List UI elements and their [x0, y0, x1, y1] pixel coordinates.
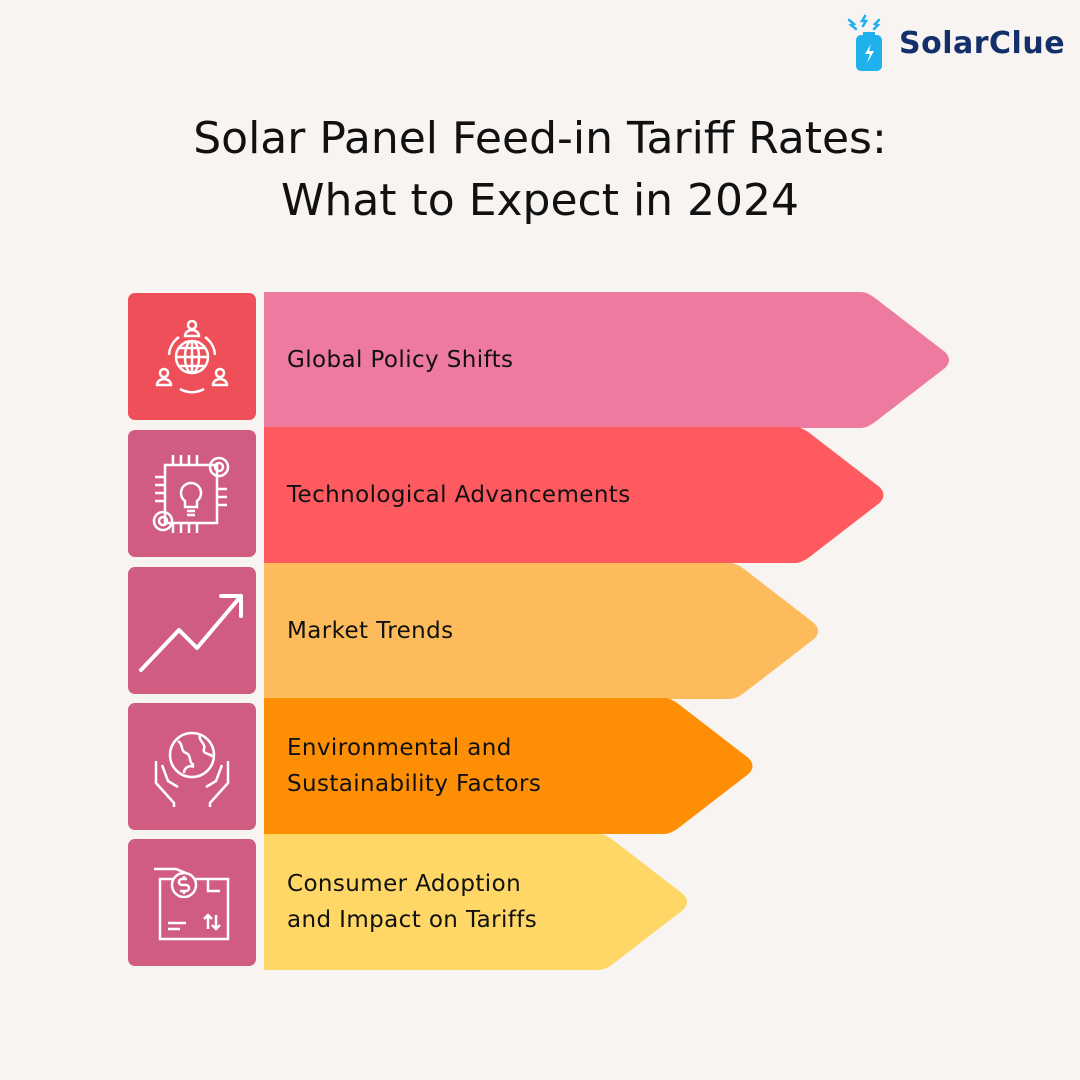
item-text: Technological Advancements [287, 482, 631, 508]
item-label-3: Environmental and Sustainability Factors [287, 698, 541, 834]
item-label-0: Global Policy Shifts [287, 292, 513, 427]
global-network-people-icon [128, 293, 256, 420]
arrow-bar-2 [264, 563, 818, 699]
item-text: Environmental and [287, 735, 512, 761]
hands-globe-icon [128, 703, 256, 830]
title-line-1: Solar Panel Feed-in Tariff Rates: [193, 113, 887, 164]
battery-bolt-icon [847, 14, 882, 71]
arrow-bar-1 [264, 427, 884, 563]
title-line-2: What to Expect in 2024 [280, 175, 800, 226]
lightbulb-chip-gears-icon [128, 430, 256, 557]
item-label-1: Technological Advancements [287, 427, 631, 563]
item-label-2: Market Trends [287, 563, 454, 698]
item-text: and Impact on Tariffs [287, 907, 538, 933]
item-text: Global Policy Shifts [287, 346, 514, 373]
item-text: Sustainability Factors [287, 771, 542, 797]
item-label-4: Consumer Adoption and Impact on Tariffs [287, 834, 537, 970]
brand-name: SolarClue [899, 25, 1066, 61]
page-title: Solar Panel Feed-in Tariff Rates: What t… [0, 108, 1080, 232]
item-text: Consumer Adoption [287, 871, 522, 897]
arrow-bar-4 [264, 834, 687, 970]
payment-exchange-icon [128, 839, 256, 966]
item-text: Market Trends [287, 617, 454, 644]
trend-up-arrow-icon [128, 567, 256, 694]
arrow-bar-3 [264, 698, 753, 834]
brand-logo: SolarClue [845, 14, 1065, 72]
arrow-bar-0 [264, 292, 949, 428]
